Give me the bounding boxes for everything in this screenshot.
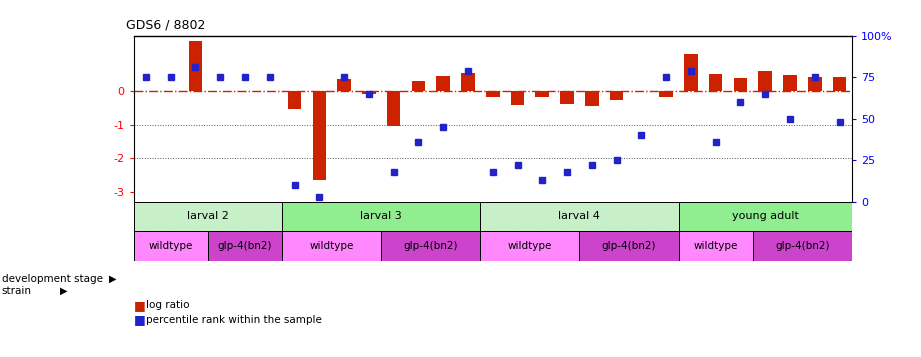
Text: ■: ■ [134,299,146,312]
Bar [337,79,351,91]
Bar [486,91,499,97]
Text: glp-4(bn2): glp-4(bn2) [403,241,458,251]
Bar [287,91,301,110]
Bar [734,78,747,91]
Bar [679,202,852,231]
Bar [412,81,426,91]
Text: log ratio: log ratio [146,300,189,310]
Bar [684,54,698,91]
Bar [381,231,481,261]
Bar [659,91,673,97]
Text: wildtype: wildtype [309,241,354,251]
Text: development stage: development stage [2,274,103,284]
Text: larval 4: larval 4 [558,211,600,221]
Bar [585,91,599,106]
Text: larval 2: larval 2 [187,211,228,221]
Bar [709,74,722,91]
Bar [481,231,579,261]
Bar [282,231,381,261]
Text: wildtype: wildtype [507,241,552,251]
Bar [833,77,846,91]
Bar [752,231,852,261]
Text: ▶: ▶ [60,286,67,296]
Bar [362,91,376,94]
Bar [387,91,401,126]
Bar [481,202,679,231]
Bar [808,77,822,91]
Text: GDS6 / 8802: GDS6 / 8802 [126,19,205,31]
Bar [510,91,524,105]
Bar [579,231,679,261]
Bar [437,76,450,91]
Text: wildtype: wildtype [148,241,192,251]
Bar [610,91,624,100]
Bar [535,91,549,97]
Bar [312,91,326,180]
Text: strain: strain [2,286,32,296]
Text: glp-4(bn2): glp-4(bn2) [601,241,657,251]
Text: wildtype: wildtype [694,241,738,251]
Bar [282,202,481,231]
Text: glp-4(bn2): glp-4(bn2) [217,241,273,251]
Text: glp-4(bn2): glp-4(bn2) [775,241,830,251]
Bar [189,41,203,91]
Text: young adult: young adult [732,211,799,221]
Bar [783,75,797,91]
Bar [208,231,282,261]
Bar [758,71,772,91]
Bar [560,91,574,104]
Text: percentile rank within the sample: percentile rank within the sample [146,315,321,325]
Bar [461,72,475,91]
Bar [679,231,752,261]
Text: larval 3: larval 3 [360,211,402,221]
Text: ▶: ▶ [109,274,116,284]
Bar [134,202,282,231]
Bar [134,231,208,261]
Text: ■: ■ [134,313,146,326]
